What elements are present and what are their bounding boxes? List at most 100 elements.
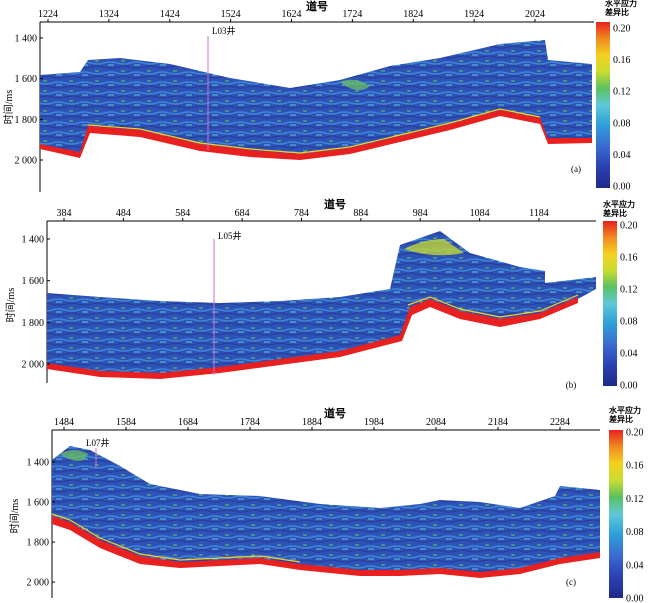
panel-b-green-patch: [404, 239, 464, 256]
panel-c-red-layer: [52, 516, 600, 578]
colorbar-b-tick-label: 0.00: [620, 381, 638, 392]
colorbar-c-title-2: 差异比: [608, 414, 633, 424]
panel-c-ylabel: 时间/ms: [8, 499, 21, 534]
panel-b-x-tick-label: 884: [353, 208, 368, 219]
panel-b-x-tick-label: 784: [294, 208, 309, 219]
colorbar-c: [609, 430, 623, 598]
panel-b-x-tick-label: 584: [175, 208, 190, 219]
panel-a-x-tick-label: 1224: [38, 9, 58, 20]
panel-b-svg: 384 484 584 684 784 884 984 1084 1184 1 400 1 600…: [4, 197, 638, 392]
colorbar-b-tick-label: 0.08: [620, 317, 638, 328]
panel-c-green-patch: [60, 450, 88, 461]
panel-c-label: (c): [566, 577, 576, 587]
panel-c-x-tick-label: 1684: [178, 417, 198, 428]
seismic-panel-b: 384 484 584 684 784 884 984 1084 1184 1 400 1 600…: [0, 197, 650, 398]
panel-b-xlabel: 道号: [324, 197, 346, 211]
colorbar-b-tick-label: 0.12: [620, 285, 638, 296]
panel-b-x-tick-label: 484: [116, 208, 131, 219]
colorbar-c-tick-label: 0.20: [626, 428, 644, 439]
panel-a-x-tick-label: 1824: [403, 9, 423, 20]
panel-a-y-tick-label: 1 800: [15, 115, 38, 126]
colorbar-a-tick-label: 0.16: [613, 55, 631, 66]
panel-c-y-tick-label: 2 000: [27, 578, 50, 589]
panel-b-x-tick-label: 384: [57, 208, 72, 219]
panel-a-cb-ticks: 0.20 0.16 0.12 0.08 0.04 0.00: [613, 24, 631, 193]
panel-b-yellow-rim: [407, 294, 579, 318]
colorbar-a-title-2: 差异比: [604, 7, 629, 17]
panel-b-y-tick-label: 1 600: [22, 276, 45, 287]
panel-a-x-tick-label: 1424: [160, 9, 180, 20]
panel-a-x-tick-label: 2024: [525, 9, 545, 20]
seismic-panel-a: 1224 1324 1424 1524 1624 1724 1824 1924 2024 1 4…: [0, 0, 650, 196]
colorbar-b: [603, 221, 617, 386]
panel-c-x-tick-label: 1884: [302, 417, 322, 428]
colorbar-a-tick-label: 0.12: [613, 87, 631, 98]
panel-c-xlabel: 道号: [324, 406, 346, 420]
panel-b-y-tick-label: 2 000: [22, 360, 45, 371]
panel-b-x-tick-label: 684: [235, 208, 250, 219]
panel-a-ylabel: 时间/ms: [2, 90, 15, 125]
panel-c-cb-ticks: 0.20 0.16 0.12 0.08 0.04 0.00: [626, 428, 644, 603]
panel-a-yellow-rim: [87, 108, 541, 154]
well-label-b: L05井: [218, 230, 242, 241]
colorbar-a-tick-label: 0.20: [613, 24, 631, 35]
panel-c-seismic-body: [52, 446, 600, 576]
panel-c-x-tick-label: 2084: [426, 417, 446, 428]
panel-a-svg: 1224 1324 1424 1524 1624 1724 1824 1924 2024 1 4…: [2, 0, 637, 193]
panel-a-xlabel: 道号: [306, 0, 328, 13]
panel-c-x-tick-label: 1984: [364, 417, 384, 428]
panel-a-seismic-body: [40, 40, 592, 156]
panel-a-x-tick-label: 1524: [221, 9, 241, 20]
panel-a-red-layer: [40, 110, 592, 160]
well-label-c: L07井: [86, 437, 110, 448]
colorbar-c-tick-label: 0.12: [626, 494, 644, 505]
panel-c-y-tick-label: 1 800: [27, 538, 50, 549]
panel-b-x-tick-label: 1084: [470, 208, 490, 219]
panel-c-x-tick-label: 1784: [240, 417, 260, 428]
panel-c-y-ticks: 1 400 1 600 1 800 2 000: [27, 458, 55, 589]
panel-b-x-tick-label: 1184: [529, 208, 549, 219]
colorbar-a-title-1: 水平应力: [604, 0, 637, 8]
colorbar-a: [596, 22, 610, 188]
panel-a-x-tick-label: 1924: [464, 9, 484, 20]
panel-b-x-ticks: 384 484 584 684 784 884 984 1084 1184: [57, 208, 549, 221]
panel-a-green-patch: [340, 79, 370, 91]
colorbar-c-tick-label: 0.04: [626, 560, 644, 571]
panel-a-x-tick-label: 1324: [99, 9, 119, 20]
panel-a-y-ticks: 1 400 1 600 1 800 2 000: [15, 34, 43, 167]
panel-c-yellow-rim: [51, 513, 301, 563]
colorbar-c-tick-label: 0.08: [626, 527, 644, 538]
panel-b-cb-ticks: 0.20 0.16 0.12 0.08 0.04 0.00: [620, 221, 638, 392]
panel-b-ylabel: 时间/ms: [4, 288, 17, 323]
well-label-a: L03井: [212, 25, 236, 36]
colorbar-a-tick-label: 0.08: [613, 118, 631, 129]
colorbar-b-tick-label: 0.04: [620, 349, 638, 360]
panel-b-y-ticks: 1 400 1 600 1 800 2 000: [22, 235, 50, 371]
colorbar-b-title-2: 差异比: [602, 208, 627, 218]
colorbar-c-title-1: 水平应力: [608, 405, 641, 415]
colorbar-b-title-1: 水平应力: [602, 199, 635, 209]
panel-c-x-ticks: 1484 1584 1684 1784 1884 1984 2084 2184 2284: [54, 417, 570, 430]
panel-a-y-tick-label: 2 000: [15, 156, 38, 167]
seismic-panel-c: 1484 1584 1684 1784 1884 1984 2084 2184 2284 1 4…: [0, 404, 650, 603]
colorbar-c-tick-label: 0.16: [626, 461, 644, 472]
colorbar-b-tick-label: 0.16: [620, 253, 638, 264]
panel-a-y-tick-label: 1 400: [15, 34, 38, 45]
panel-c-svg: 1484 1584 1684 1784 1884 1984 2084 2184 2284 1 4…: [8, 405, 644, 603]
panel-c-y-tick-label: 1 600: [27, 498, 50, 509]
panel-b-y-tick-label: 1 400: [22, 235, 45, 246]
panel-c-y-tick-label: 1 400: [27, 458, 50, 469]
panel-c-x-tick-label: 2184: [488, 417, 508, 428]
panel-c-x-tick-label: 2284: [550, 417, 570, 428]
colorbar-c-tick-label: 0.00: [626, 594, 644, 603]
panel-c-x-tick-label: 1484: [54, 417, 74, 428]
panel-a-y-tick-label: 1 600: [15, 74, 38, 85]
panel-a-label: (a): [571, 164, 581, 174]
colorbar-a-tick-label: 0.00: [613, 182, 631, 193]
colorbar-a-tick-label: 0.04: [613, 150, 631, 161]
colorbar-b-tick-label: 0.20: [620, 221, 638, 232]
panel-b-seismic-body: [47, 231, 596, 375]
panel-a-x-tick-label: 1624: [282, 9, 302, 20]
panel-b-y-tick-label: 1 800: [22, 318, 45, 329]
panel-a-x-ticks: 1224 1324 1424 1524 1624 1724 1824 1924 2024: [38, 9, 545, 22]
